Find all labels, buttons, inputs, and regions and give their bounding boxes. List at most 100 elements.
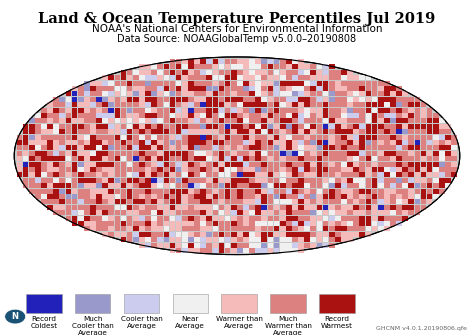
FancyBboxPatch shape	[109, 161, 114, 166]
FancyBboxPatch shape	[206, 91, 212, 96]
FancyBboxPatch shape	[109, 102, 114, 107]
FancyBboxPatch shape	[268, 156, 273, 161]
FancyBboxPatch shape	[390, 167, 396, 172]
FancyBboxPatch shape	[451, 151, 457, 156]
FancyBboxPatch shape	[206, 145, 212, 150]
FancyBboxPatch shape	[237, 215, 243, 220]
FancyBboxPatch shape	[127, 140, 133, 145]
FancyBboxPatch shape	[121, 215, 127, 220]
FancyBboxPatch shape	[274, 124, 280, 129]
FancyBboxPatch shape	[127, 199, 133, 204]
FancyBboxPatch shape	[225, 237, 230, 242]
FancyBboxPatch shape	[151, 151, 157, 156]
FancyBboxPatch shape	[164, 205, 169, 210]
FancyBboxPatch shape	[157, 167, 163, 172]
FancyBboxPatch shape	[237, 140, 243, 145]
FancyBboxPatch shape	[219, 172, 224, 177]
FancyBboxPatch shape	[286, 140, 292, 145]
FancyBboxPatch shape	[427, 124, 432, 129]
FancyBboxPatch shape	[415, 151, 420, 156]
FancyBboxPatch shape	[78, 189, 83, 194]
FancyBboxPatch shape	[121, 108, 127, 113]
FancyBboxPatch shape	[341, 167, 347, 172]
FancyBboxPatch shape	[317, 135, 322, 140]
FancyBboxPatch shape	[280, 91, 285, 96]
FancyBboxPatch shape	[353, 210, 359, 215]
FancyBboxPatch shape	[157, 210, 163, 215]
FancyBboxPatch shape	[255, 91, 261, 96]
FancyBboxPatch shape	[402, 172, 408, 177]
FancyBboxPatch shape	[65, 199, 71, 204]
FancyBboxPatch shape	[102, 91, 108, 96]
FancyBboxPatch shape	[335, 113, 341, 118]
FancyBboxPatch shape	[200, 178, 206, 183]
FancyBboxPatch shape	[341, 140, 347, 145]
FancyBboxPatch shape	[54, 199, 59, 204]
FancyBboxPatch shape	[78, 91, 83, 96]
FancyBboxPatch shape	[225, 81, 230, 86]
FancyBboxPatch shape	[65, 210, 71, 215]
FancyBboxPatch shape	[378, 86, 383, 91]
FancyBboxPatch shape	[96, 189, 102, 194]
FancyBboxPatch shape	[219, 199, 224, 204]
FancyBboxPatch shape	[396, 189, 402, 194]
FancyBboxPatch shape	[109, 221, 114, 226]
FancyBboxPatch shape	[194, 172, 200, 177]
FancyBboxPatch shape	[96, 124, 102, 129]
FancyBboxPatch shape	[353, 232, 359, 237]
FancyBboxPatch shape	[415, 102, 420, 107]
FancyBboxPatch shape	[329, 113, 335, 118]
FancyBboxPatch shape	[274, 167, 280, 172]
FancyBboxPatch shape	[115, 113, 120, 118]
FancyBboxPatch shape	[365, 135, 371, 140]
FancyBboxPatch shape	[274, 189, 280, 194]
FancyBboxPatch shape	[90, 199, 96, 204]
FancyBboxPatch shape	[200, 205, 206, 210]
FancyBboxPatch shape	[72, 210, 77, 215]
FancyBboxPatch shape	[268, 232, 273, 237]
FancyBboxPatch shape	[133, 145, 138, 150]
FancyBboxPatch shape	[65, 135, 71, 140]
FancyBboxPatch shape	[304, 243, 310, 248]
FancyBboxPatch shape	[396, 140, 402, 145]
FancyBboxPatch shape	[176, 199, 182, 204]
FancyBboxPatch shape	[194, 221, 200, 226]
FancyBboxPatch shape	[157, 226, 163, 231]
FancyBboxPatch shape	[384, 108, 390, 113]
FancyBboxPatch shape	[127, 194, 133, 199]
FancyBboxPatch shape	[409, 156, 414, 161]
FancyBboxPatch shape	[323, 135, 328, 140]
FancyBboxPatch shape	[41, 172, 47, 177]
FancyBboxPatch shape	[378, 124, 383, 129]
FancyBboxPatch shape	[341, 215, 347, 220]
FancyBboxPatch shape	[188, 70, 194, 75]
FancyBboxPatch shape	[139, 135, 145, 140]
FancyBboxPatch shape	[157, 75, 163, 80]
FancyBboxPatch shape	[249, 108, 255, 113]
FancyBboxPatch shape	[176, 237, 182, 242]
FancyBboxPatch shape	[274, 221, 280, 226]
FancyBboxPatch shape	[115, 167, 120, 172]
FancyBboxPatch shape	[200, 129, 206, 134]
FancyBboxPatch shape	[206, 102, 212, 107]
FancyBboxPatch shape	[157, 183, 163, 188]
FancyBboxPatch shape	[335, 178, 341, 183]
FancyBboxPatch shape	[127, 189, 133, 194]
FancyBboxPatch shape	[255, 237, 261, 242]
FancyBboxPatch shape	[84, 81, 90, 86]
FancyBboxPatch shape	[415, 129, 420, 134]
FancyBboxPatch shape	[47, 124, 53, 129]
FancyBboxPatch shape	[170, 248, 175, 253]
FancyBboxPatch shape	[341, 113, 347, 118]
FancyBboxPatch shape	[237, 205, 243, 210]
FancyBboxPatch shape	[139, 156, 145, 161]
FancyBboxPatch shape	[451, 135, 457, 140]
FancyBboxPatch shape	[268, 199, 273, 204]
FancyBboxPatch shape	[121, 135, 127, 140]
FancyBboxPatch shape	[84, 113, 90, 118]
FancyBboxPatch shape	[176, 248, 182, 253]
FancyBboxPatch shape	[280, 161, 285, 166]
FancyBboxPatch shape	[286, 194, 292, 199]
FancyBboxPatch shape	[304, 205, 310, 210]
Text: Much
Warmer than
Average: Much Warmer than Average	[264, 316, 311, 335]
